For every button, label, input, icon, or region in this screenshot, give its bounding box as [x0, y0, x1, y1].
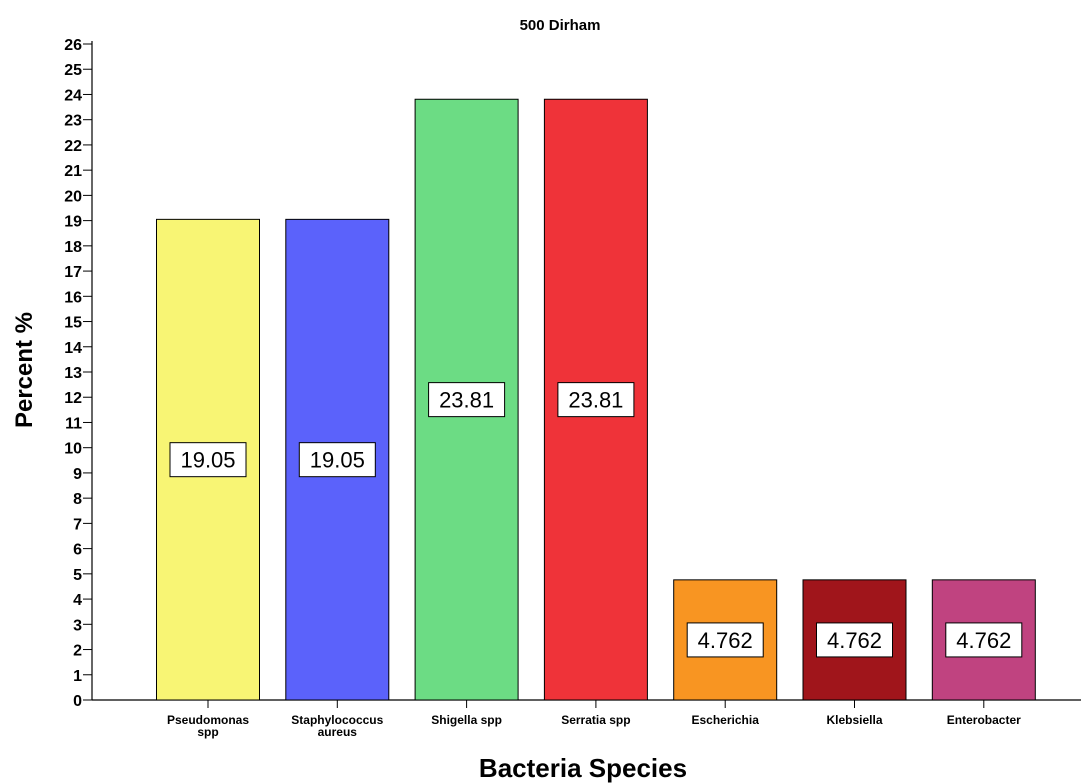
y-tick-label: 6 [73, 542, 82, 559]
y-tick-label: 15 [64, 315, 82, 332]
data-label: 23.81 [568, 388, 623, 413]
y-tick-label: 18 [64, 239, 82, 256]
x-tick-label: Pseudomonas [167, 713, 249, 727]
y-tick-label: 24 [64, 87, 82, 104]
y-tick-label: 4 [73, 592, 82, 609]
data-label: 4.762 [956, 628, 1011, 653]
y-tick-label: 17 [64, 264, 82, 281]
y-tick-label: 20 [64, 188, 82, 205]
x-tick-label: Escherichia [692, 713, 760, 727]
y-tick-label: 7 [73, 516, 82, 533]
y-tick-label: 26 [64, 37, 82, 54]
y-tick-label: 1 [73, 668, 82, 685]
x-tick-label: Serratia spp [561, 713, 630, 727]
x-axis-title: Bacteria Species [479, 753, 687, 783]
data-labels: 19.05 19.05 23.81 23.81 4.762 4.762 4.762 [169, 382, 1023, 658]
data-label-box [557, 382, 635, 418]
data-label: 4.762 [698, 628, 753, 653]
y-tick-label: 12 [64, 390, 82, 407]
chart-title: 500 Dirham [520, 17, 601, 34]
y-tick-label: 19 [64, 214, 82, 231]
data-label: 23.81 [439, 388, 494, 413]
data-label-box [686, 622, 764, 658]
x-axis [92, 699, 1081, 708]
y-tick-label: 0 [73, 693, 82, 710]
y-tick-label: 21 [64, 163, 82, 180]
data-label-box [298, 442, 376, 478]
y-tick-label: 9 [73, 466, 82, 483]
x-tick-label: Staphylococcus [291, 713, 383, 727]
x-tick-label: Enterobacter [947, 713, 1021, 727]
y-tick-label: 22 [64, 138, 82, 155]
x-tick-label: spp [197, 725, 218, 739]
y-tick-label: 25 [64, 62, 82, 79]
y-tick-label: 11 [65, 415, 82, 432]
data-label: 19.05 [310, 448, 365, 473]
y-tick-label: 10 [64, 441, 82, 458]
y-tick-label: 23 [64, 113, 82, 130]
x-tick-label: Klebsiella [826, 713, 882, 727]
y-tick-label: 8 [73, 491, 82, 508]
y-tick-label: 2 [73, 643, 82, 660]
data-label-box [945, 622, 1023, 658]
y-tick-label: 16 [64, 289, 82, 306]
data-label-box [428, 382, 506, 418]
y-tick-label: 3 [73, 617, 82, 634]
y-tick-label: 13 [64, 365, 82, 382]
y-tick-label: 5 [73, 567, 82, 584]
y-axis: 0123456789101112131415161718192021222324… [64, 37, 93, 710]
data-label-box [169, 442, 247, 478]
x-tick-label: Shigella spp [431, 713, 502, 727]
y-axis-title: Percent % [11, 312, 38, 428]
data-label: 4.762 [827, 628, 882, 653]
y-tick-label: 14 [64, 340, 82, 357]
x-tick-label: aureus [318, 725, 358, 739]
data-label: 19.05 [180, 448, 235, 473]
data-label-box [816, 622, 893, 658]
